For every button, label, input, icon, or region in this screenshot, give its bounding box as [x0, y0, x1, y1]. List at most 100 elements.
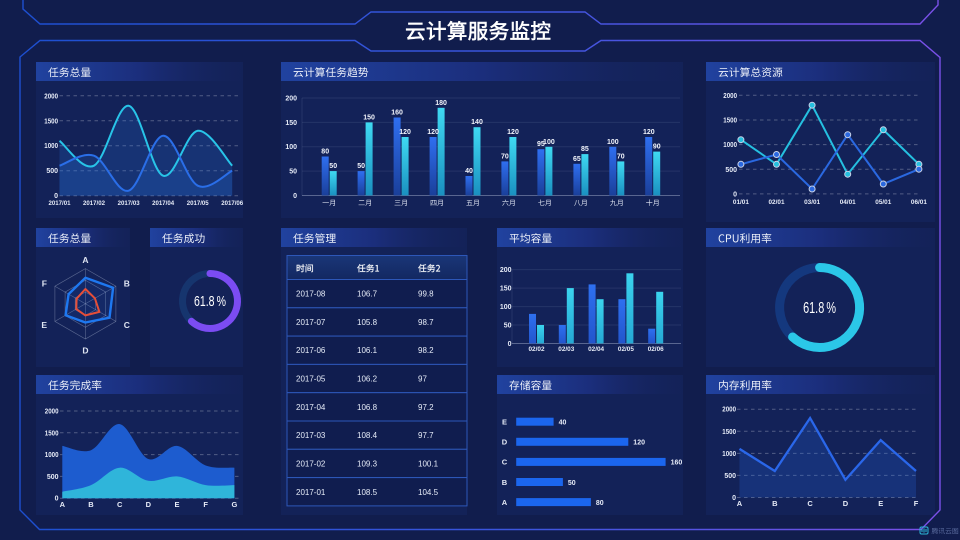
svg-text:B: B	[772, 499, 778, 508]
svg-text:2017-06: 2017-06	[296, 346, 326, 355]
svg-text:65: 65	[573, 156, 581, 163]
svg-text:E: E	[502, 418, 507, 427]
svg-text:50: 50	[504, 323, 512, 330]
svg-text:120: 120	[427, 129, 439, 136]
svg-text:02/03: 02/03	[558, 346, 574, 353]
svg-text:1000: 1000	[723, 142, 737, 149]
svg-text:2017/05: 2017/05	[187, 200, 209, 207]
svg-text:D: D	[146, 500, 152, 509]
svg-text:61.8 %: 61.8 %	[194, 293, 226, 310]
svg-text:0: 0	[733, 191, 737, 198]
svg-text:B: B	[502, 478, 508, 487]
svg-text:2017-05: 2017-05	[296, 375, 326, 384]
svg-text:200: 200	[500, 267, 512, 274]
svg-text:150: 150	[285, 120, 297, 127]
svg-text:0: 0	[55, 496, 59, 503]
svg-text:1500: 1500	[45, 430, 59, 437]
svg-text:D: D	[502, 438, 508, 447]
svg-text:A: A	[60, 500, 66, 509]
svg-text:2017/06: 2017/06	[221, 200, 243, 207]
svg-text:120: 120	[399, 129, 411, 136]
svg-text:120: 120	[633, 440, 645, 447]
svg-text:105.8: 105.8	[357, 318, 378, 327]
svg-text:70: 70	[617, 153, 625, 160]
svg-text:C: C	[807, 499, 813, 508]
svg-text:80: 80	[321, 149, 329, 156]
svg-text:B: B	[88, 500, 94, 509]
svg-text:D: D	[843, 499, 849, 508]
svg-text:E: E	[174, 500, 179, 509]
svg-text:85: 85	[581, 146, 589, 153]
svg-text:0: 0	[293, 193, 297, 200]
svg-text:100.1: 100.1	[418, 460, 439, 469]
svg-text:2000: 2000	[45, 409, 59, 416]
svg-text:2017-08: 2017-08	[296, 290, 326, 299]
svg-text:160: 160	[391, 110, 403, 117]
svg-text:120: 120	[507, 129, 519, 136]
svg-text:200: 200	[285, 96, 297, 103]
svg-text:C: C	[117, 500, 123, 509]
svg-text:2017-04: 2017-04	[296, 403, 326, 412]
svg-text:180: 180	[435, 100, 447, 107]
svg-text:90: 90	[653, 144, 661, 151]
svg-text:1000: 1000	[722, 451, 736, 458]
svg-text:120: 120	[643, 129, 655, 136]
svg-text:160: 160	[671, 460, 683, 467]
svg-text:40: 40	[559, 420, 567, 427]
svg-text:100: 100	[607, 139, 619, 146]
svg-text:106.7: 106.7	[357, 290, 378, 299]
svg-text:01/01: 01/01	[733, 199, 749, 206]
svg-text:F: F	[914, 499, 919, 508]
svg-text:98.7: 98.7	[418, 318, 434, 327]
svg-text:50: 50	[568, 480, 576, 487]
svg-text:109.3: 109.3	[357, 460, 378, 469]
svg-text:02/02: 02/02	[529, 346, 545, 353]
svg-text:2017/01: 2017/01	[49, 200, 71, 207]
svg-text:2000: 2000	[722, 407, 736, 414]
svg-text:108.4: 108.4	[357, 431, 378, 440]
svg-text:C: C	[502, 458, 508, 467]
svg-text:99.8: 99.8	[418, 290, 434, 299]
svg-text:C: C	[124, 320, 130, 330]
svg-text:61.8 %: 61.8 %	[803, 300, 836, 317]
svg-text:04/01: 04/01	[840, 199, 856, 206]
svg-text:A: A	[82, 255, 88, 265]
svg-text:F: F	[42, 279, 47, 289]
svg-text:97.7: 97.7	[418, 431, 434, 440]
svg-text:1500: 1500	[44, 118, 58, 125]
svg-text:106.8: 106.8	[357, 403, 378, 412]
svg-text:106.1: 106.1	[357, 346, 378, 355]
svg-text:B: B	[124, 279, 130, 289]
svg-text:40: 40	[465, 168, 473, 175]
svg-text:106.2: 106.2	[357, 375, 378, 384]
svg-text:500: 500	[725, 167, 737, 174]
svg-text:02/01: 02/01	[769, 199, 785, 206]
svg-text:2000: 2000	[723, 93, 737, 100]
svg-text:G: G	[231, 500, 237, 509]
svg-text:0: 0	[508, 341, 512, 348]
svg-text:05/01: 05/01	[875, 199, 891, 206]
svg-text:E: E	[41, 320, 47, 330]
svg-text:0: 0	[732, 495, 736, 502]
svg-text:F: F	[203, 500, 208, 509]
svg-text:100: 100	[285, 144, 297, 151]
svg-text:02/05: 02/05	[618, 346, 634, 353]
svg-text:1000: 1000	[44, 143, 58, 150]
svg-text:02/04: 02/04	[588, 346, 604, 353]
svg-text:2017-02: 2017-02	[296, 460, 326, 469]
svg-text:2017-01: 2017-01	[296, 488, 326, 497]
svg-text:97: 97	[418, 375, 427, 384]
svg-text:02/06: 02/06	[648, 346, 664, 353]
svg-text:150: 150	[363, 114, 375, 121]
svg-text:95: 95	[537, 141, 545, 148]
svg-text:50: 50	[289, 169, 297, 176]
svg-text:100: 100	[543, 139, 555, 146]
svg-text:A: A	[502, 498, 508, 507]
svg-text:D: D	[82, 345, 88, 355]
svg-text:03/01: 03/01	[804, 199, 820, 206]
svg-text:500: 500	[47, 474, 59, 481]
svg-text:140: 140	[471, 119, 483, 126]
svg-text:2017/03: 2017/03	[118, 200, 140, 207]
svg-text:0: 0	[54, 193, 58, 200]
svg-text:2017/04: 2017/04	[152, 200, 174, 207]
